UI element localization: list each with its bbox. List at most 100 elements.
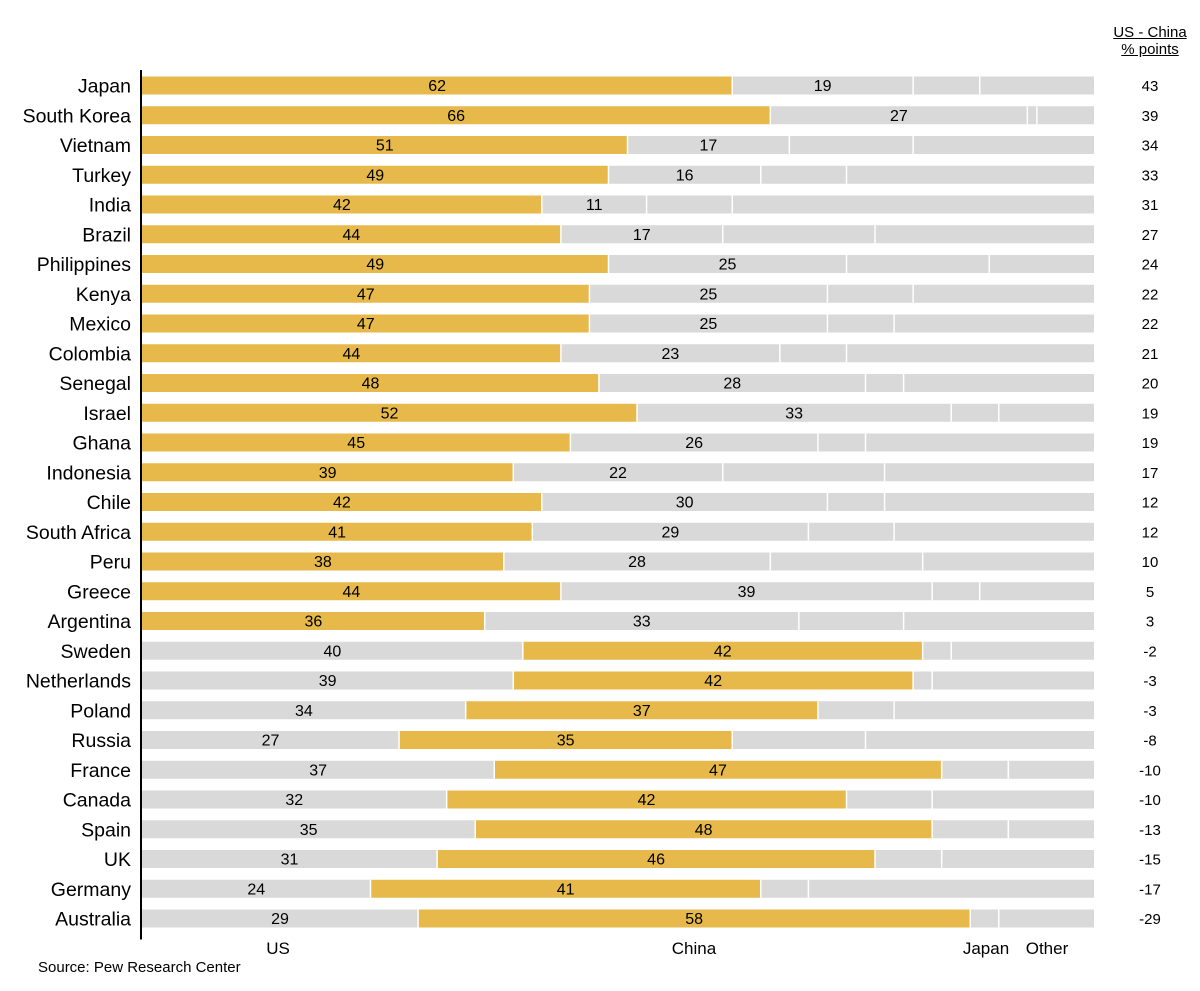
data-label: 51 [376, 138, 394, 155]
country-label: Chile [87, 492, 131, 514]
bar-japan-segment [913, 76, 980, 95]
data-label: 29 [271, 911, 289, 928]
diff-value: 21 [1142, 346, 1159, 363]
bar-japan-segment [817, 433, 866, 452]
bar-china-segment [541, 195, 647, 214]
country-label: South Korea [23, 105, 132, 127]
bar-japan-segment [798, 612, 904, 630]
data-label: 39 [319, 673, 337, 690]
bar-other-segment [979, 76, 1094, 95]
diff-value: 22 [1142, 286, 1159, 303]
bar-us-segment [142, 255, 609, 273]
diff-value: -2 [1143, 643, 1156, 660]
data-label: 46 [647, 852, 665, 869]
diff-value: 19 [1142, 435, 1159, 452]
bar-china-segment [399, 731, 733, 749]
bar-china-segment [541, 493, 828, 511]
bar-china-segment [570, 433, 818, 452]
data-label: 33 [633, 614, 651, 631]
data-label: 32 [285, 792, 303, 809]
bar-china-segment [532, 522, 809, 541]
data-label: 31 [281, 852, 299, 869]
data-label: 47 [709, 762, 727, 779]
data-label: 48 [362, 376, 380, 393]
bar-other-segment [979, 582, 1094, 601]
x-category-label: Japan [963, 939, 1009, 958]
x-category-label: Other [1026, 939, 1069, 958]
country-label: UK [104, 849, 131, 871]
bar-china-segment [437, 850, 876, 868]
data-label: 40 [324, 643, 342, 660]
country-label: Sweden [61, 641, 131, 663]
data-label: 42 [333, 197, 351, 214]
data-label: 22 [609, 465, 627, 482]
data-label: 30 [676, 495, 694, 512]
bar-japan-segment [951, 403, 999, 422]
diff-value: 43 [1142, 78, 1159, 95]
bar-us-segment [142, 701, 466, 720]
bar-china-segment [446, 790, 847, 809]
bar-japan-segment [827, 493, 885, 511]
bar-china-segment [608, 255, 847, 273]
country-label: Kenya [76, 284, 131, 306]
data-label: 49 [366, 167, 384, 184]
data-label: 37 [309, 762, 327, 779]
data-label: 35 [300, 822, 318, 839]
bar-us-segment [142, 493, 542, 511]
diff-value: -3 [1143, 673, 1156, 690]
bar-japan-segment [827, 284, 914, 303]
country-label: Brazil [82, 224, 131, 246]
bar-us-segment [142, 909, 419, 928]
bar-us-segment [142, 582, 561, 601]
bar-other-segment [865, 433, 1094, 452]
bar-us-segment [142, 433, 571, 452]
bar-china-segment [484, 612, 799, 630]
bar-other-segment [884, 463, 1094, 482]
data-label: 41 [328, 524, 346, 541]
bar-japan-segment [941, 760, 1009, 779]
country-label: Philippines [37, 254, 132, 276]
data-label: 29 [661, 524, 679, 541]
bar-us-segment [142, 850, 438, 868]
bar-us-segment [142, 374, 599, 392]
bar-japan-segment [722, 463, 885, 482]
bar-other-segment [1008, 760, 1094, 779]
bar-japan-segment [760, 165, 847, 184]
data-label: 24 [247, 881, 265, 898]
bar-japan-segment [846, 255, 990, 273]
bar-us-segment [142, 463, 514, 482]
bar-other-segment [922, 552, 1094, 571]
bar-china-segment [513, 671, 914, 690]
bar-china-segment [475, 820, 933, 839]
bar-other-segment [913, 136, 1094, 154]
bar-china-segment [732, 76, 914, 95]
country-label: Germany [51, 879, 131, 901]
bar-china-segment [522, 641, 923, 660]
data-label: 44 [343, 584, 361, 601]
data-label: 38 [314, 554, 332, 571]
diff-value: 24 [1142, 257, 1159, 274]
bar-us-segment [142, 314, 590, 333]
data-label: 25 [700, 286, 718, 303]
data-label: 28 [723, 376, 741, 393]
bar-japan-segment [722, 225, 876, 244]
country-label: Israel [83, 403, 131, 425]
data-label: 37 [633, 703, 651, 720]
data-label: 52 [381, 405, 399, 422]
data-label: 39 [738, 584, 756, 601]
data-label: 27 [262, 733, 280, 750]
diff-value: 39 [1142, 108, 1159, 125]
bar-other-segment [932, 790, 1094, 809]
bar-us-segment [142, 76, 733, 95]
data-label: 11 [586, 197, 603, 214]
bar-other-segment [846, 344, 1094, 363]
bar-japan-segment [932, 820, 1009, 839]
bar-japan-segment [922, 641, 952, 660]
country-label: Senegal [59, 373, 131, 395]
data-label: 25 [719, 257, 737, 274]
bar-other-segment [903, 612, 1094, 630]
bar-japan-segment [913, 671, 933, 690]
data-label: 33 [785, 405, 803, 422]
bar-us-segment [142, 136, 628, 154]
diff-value: 34 [1142, 138, 1159, 155]
